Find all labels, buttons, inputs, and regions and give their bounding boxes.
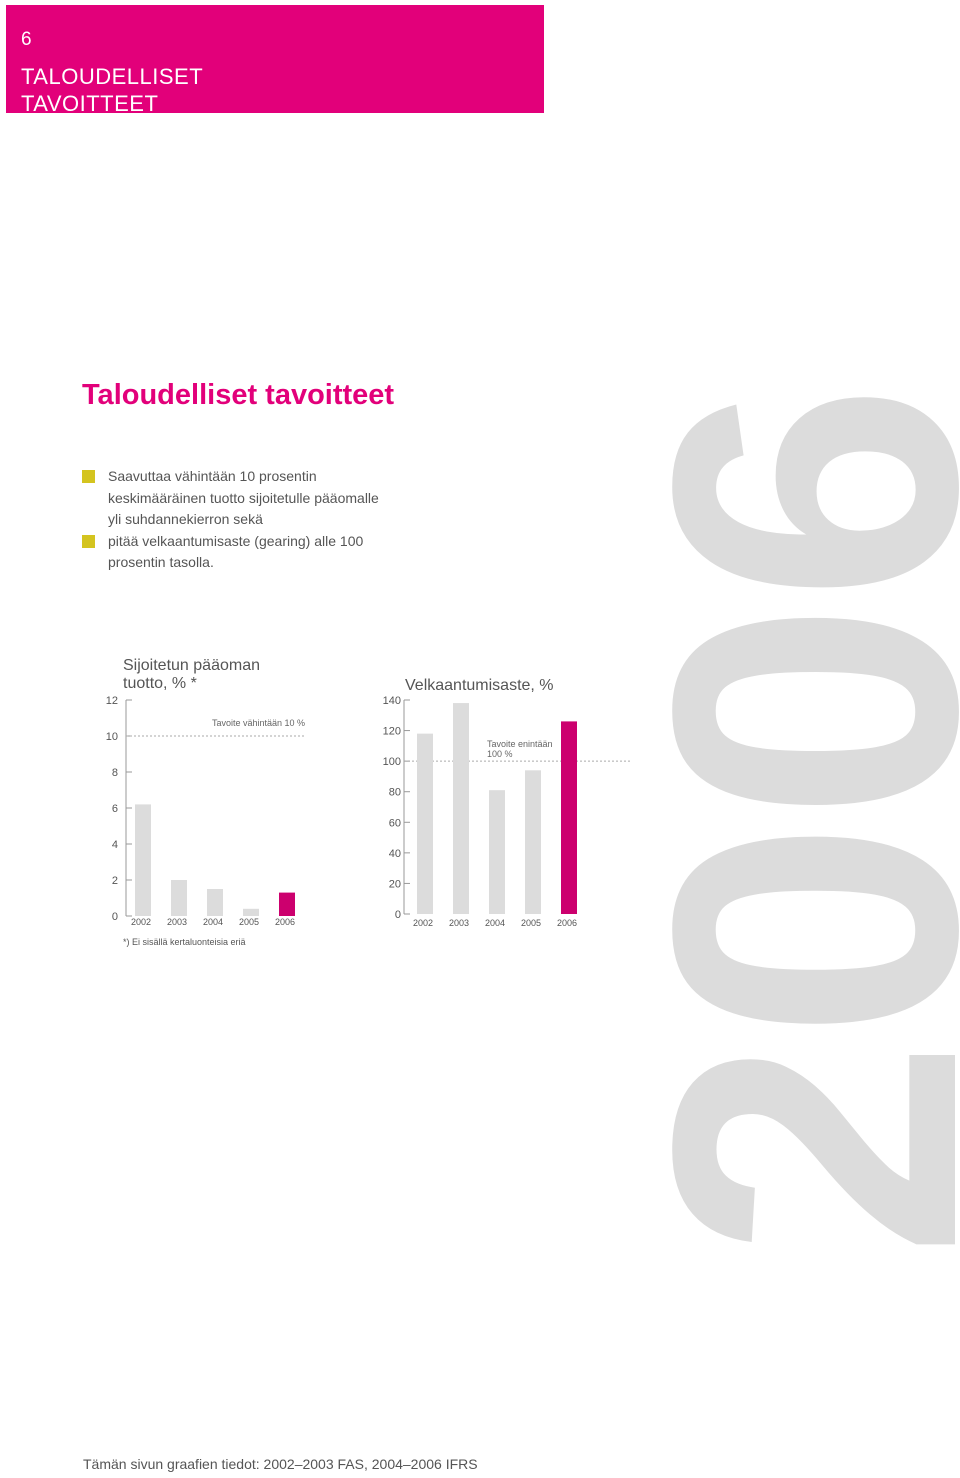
goal-item-gearing: pitää velkaantumisaste (gearing) alle 10… (82, 531, 382, 574)
x-tick-label: 2003 (449, 918, 469, 928)
y-tick-label: 20 (389, 878, 401, 890)
chart-title-line: tuotto, % * (123, 675, 197, 692)
page-number: 6 (21, 29, 32, 50)
bar-2005 (525, 770, 541, 914)
y-tick-label: 40 (389, 848, 401, 860)
x-tick-label: 2005 (239, 917, 259, 927)
x-tick-label: 2004 (203, 917, 223, 927)
gearing-chart: Velkaantumisaste, % 0 20 40 60 80 100 120 140 Tav… (383, 677, 630, 928)
chart-title-line: Sijoitetun pääoman (123, 657, 260, 674)
header-banner: 6 TALOUDELLISET TAVOITTEET (6, 5, 544, 116)
y-tick-label: 100 (383, 756, 401, 768)
y-tick-label: 4 (112, 839, 118, 851)
y-tick-label: 60 (389, 817, 401, 829)
chart-footnote: *) Ei sisällä kertaluonteisia eriä (123, 937, 246, 947)
bar-2006 (561, 721, 577, 914)
x-tick-label: 2006 (557, 918, 577, 928)
x-tick-label: 2004 (485, 918, 505, 928)
bar-2005 (243, 908, 259, 916)
chart-title: Sijoitetun pääoman tuotto, % * (123, 657, 260, 692)
bar-2002 (417, 733, 433, 914)
bar-2003 (171, 880, 187, 916)
x-tick-label: 2006 (275, 917, 295, 927)
y-tick-label: 12 (106, 695, 118, 707)
footer-note: Tämän sivun graafien tiedot: 2002–2003 F… (83, 1456, 478, 1472)
goal-item-return: Saavuttaa vähintään 10 prosentin keskimä… (82, 466, 382, 531)
roce-chart: Sijoitetun pääoman tuotto, % * 0 2 4 6 8 10 12 Ta… (106, 657, 306, 947)
year-watermark-text: 2006 (588, 383, 960, 1258)
y-tick-label: 120 (383, 726, 401, 738)
target-label: Tavoite vähintään 10 % (212, 718, 305, 728)
banner-title-line2: TAVOITTEET (21, 91, 159, 116)
bar-2003 (453, 703, 469, 914)
y-tick-label: 6 (112, 803, 118, 815)
page-title: Taloudelliset tavoitteet (82, 379, 395, 411)
y-tick-label: 80 (389, 787, 401, 799)
goal-text-return: Saavuttaa vähintään 10 prosentin keskimä… (108, 468, 379, 528)
bullet-square-icon (82, 470, 95, 483)
y-tick-label: 0 (395, 909, 401, 921)
y-tick-label: 8 (112, 767, 118, 779)
goal-text-gearing: pitää velkaantumisaste (gearing) alle 10… (108, 532, 364, 571)
x-tick-label: 2003 (167, 917, 187, 927)
chart-title: Velkaantumisaste, % (405, 677, 554, 694)
y-tick-label: 10 (106, 731, 118, 743)
x-tick-label: 2005 (521, 918, 541, 928)
y-tick-label: 140 (383, 695, 401, 707)
banner-title-line1: TALOUDELLISET (21, 64, 204, 89)
y-tick-label: 2 (112, 875, 118, 887)
goals-list: Saavuttaa vähintään 10 prosentin keskimä… (82, 466, 382, 574)
banner-title: TALOUDELLISET TAVOITTEET (21, 63, 203, 117)
bar-2004 (489, 790, 505, 914)
target-label: Tavoite enintään (487, 739, 553, 749)
x-tick-label: 2002 (131, 917, 151, 927)
x-tick-label: 2002 (413, 918, 433, 928)
y-tick-label: 0 (112, 911, 118, 923)
bar-2006 (279, 892, 295, 916)
bar-2004 (207, 889, 223, 916)
bar-2002 (135, 804, 151, 916)
bullet-square-icon (82, 534, 95, 548)
target-label: 100 % (487, 749, 513, 759)
